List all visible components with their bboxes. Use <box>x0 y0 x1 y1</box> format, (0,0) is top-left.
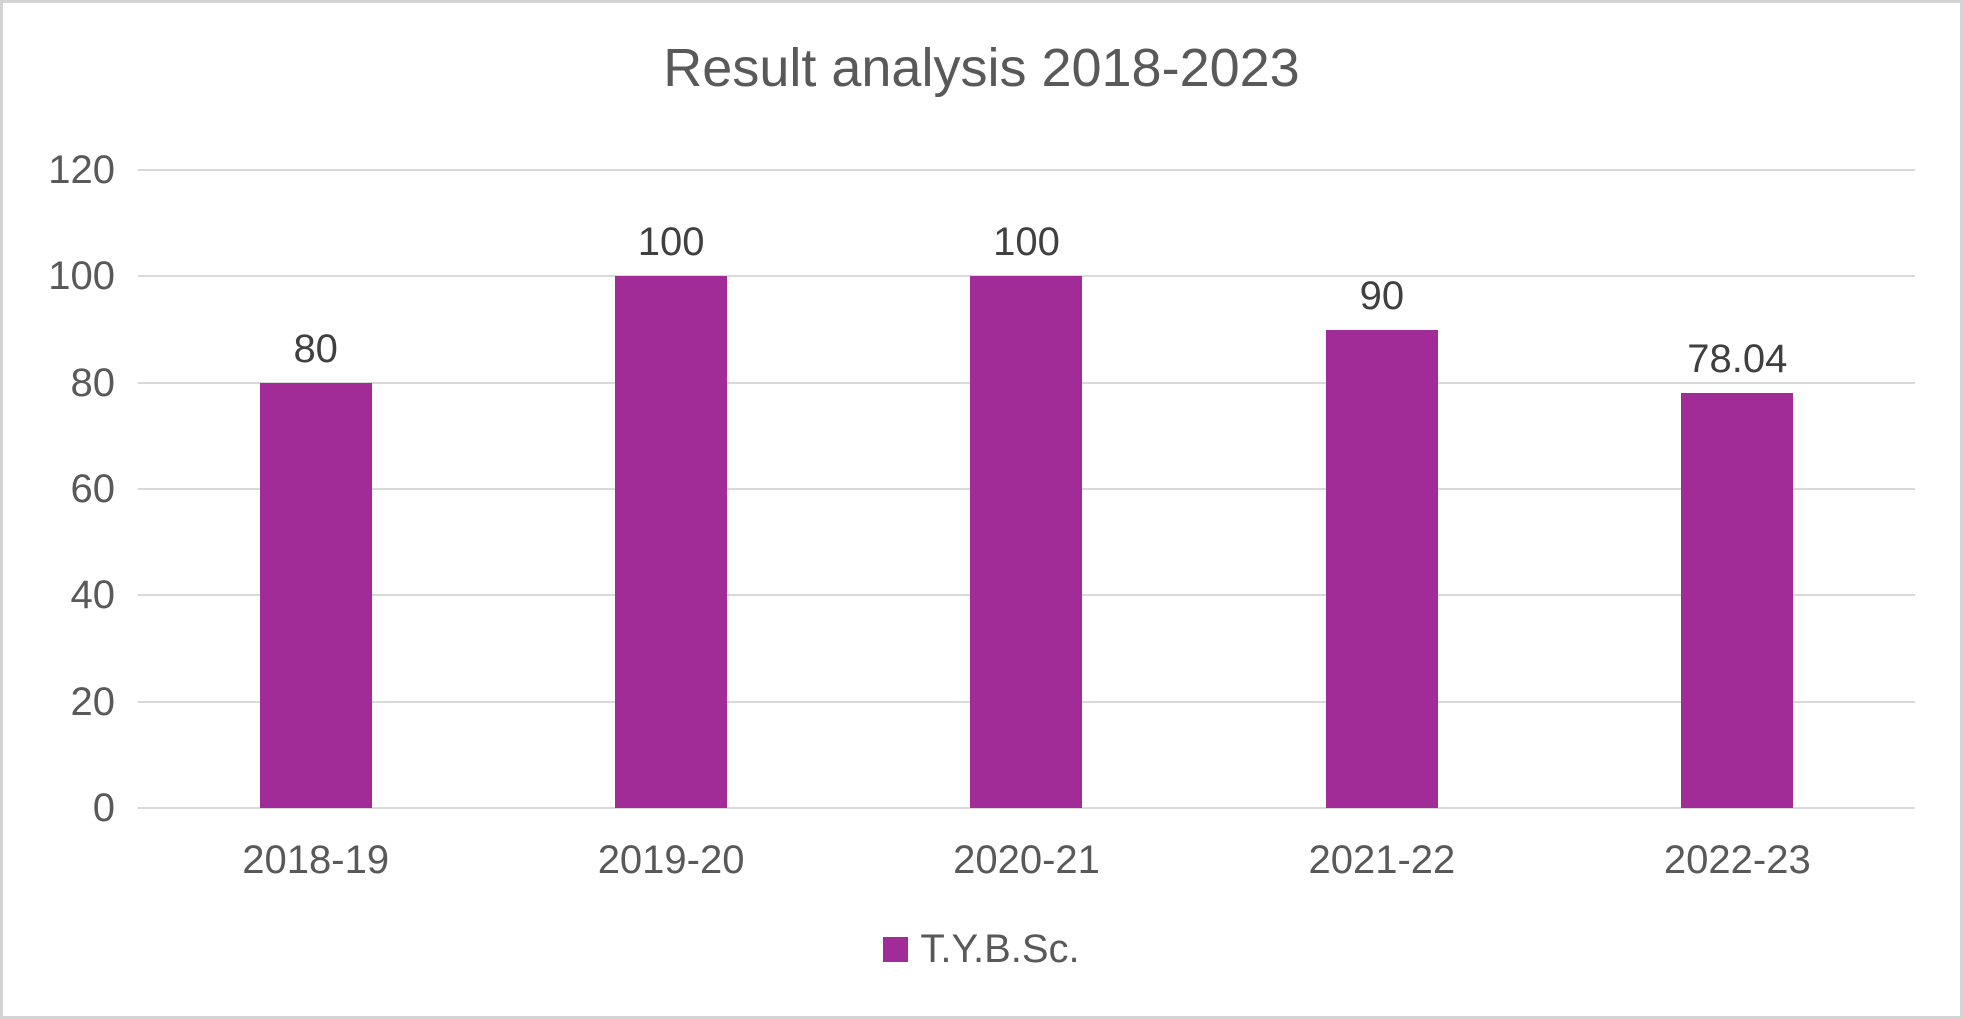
x-axis: 2018-19 2019-20 2020-21 2021-22 2022-23 <box>138 836 1915 886</box>
bar-data-label: 100 <box>637 220 705 265</box>
bar-data-label: 90 <box>1359 273 1405 318</box>
x-axis-category-label: 2018-19 <box>242 838 390 882</box>
category-slot: 100 <box>493 170 848 808</box>
x-axis-category-label: 2020-21 <box>953 838 1100 882</box>
bar <box>1325 329 1438 808</box>
y-axis-tick-label: 80 <box>70 360 116 405</box>
gridline <box>138 169 1915 171</box>
y-axis-tick-label: 100 <box>48 254 115 299</box>
x-axis-category-label: 2022-23 <box>1663 838 1811 882</box>
y-axis: 0 20 40 60 80 100 120 <box>3 150 116 828</box>
gridline <box>138 807 1915 809</box>
bar-data-label: 80 <box>293 326 338 371</box>
bar-data-label: 78.04 <box>1687 337 1788 382</box>
y-axis-tick-label: 0 <box>92 786 115 830</box>
category-slot: 80 <box>138 170 493 808</box>
y-axis-tick-label: 40 <box>70 573 116 618</box>
bar <box>1681 393 1794 808</box>
category-slot: 100 <box>849 170 1204 808</box>
category-slot: 90 <box>1204 170 1559 808</box>
x-axis-category-label: 2019-20 <box>597 838 745 882</box>
bar-series: 80 100 100 90 78.04 <box>138 170 1915 808</box>
plot-area: 80 100 100 90 78.04 <box>138 169 1915 809</box>
legend: T.Y.B.Sc. <box>3 925 1960 973</box>
legend-swatch <box>883 936 909 962</box>
category-slot: 78.04 <box>1560 170 1915 808</box>
y-axis-tick-label: 120 <box>48 148 115 192</box>
x-axis-category-label: 2021-22 <box>1308 838 1456 882</box>
y-axis-tick-label: 20 <box>70 679 116 724</box>
bar-data-label: 100 <box>993 220 1060 265</box>
bar <box>615 276 728 808</box>
bar <box>970 276 1083 808</box>
bar <box>259 382 372 808</box>
legend-label: T.Y.B.Sc. <box>920 927 1080 971</box>
chart-title: Result analysis 2018-2023 <box>663 38 1300 98</box>
y-axis-tick-label: 60 <box>70 467 116 511</box>
